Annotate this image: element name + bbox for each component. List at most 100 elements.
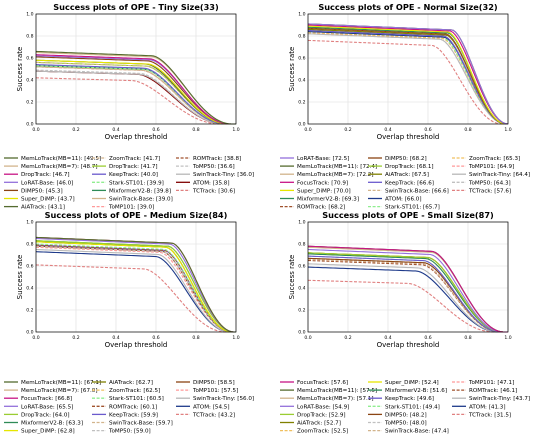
legend-label: ToMP50: [64.3] xyxy=(468,180,511,186)
plot-frame xyxy=(307,221,509,333)
legend-label: ZoomTrack: [52.5] xyxy=(297,429,348,435)
legend-label: ZoomTrack: [41.7] xyxy=(109,156,160,162)
y-axis-label: Success rate xyxy=(288,47,296,92)
y-tick-label: 0.8 xyxy=(26,242,33,248)
legend-label: MixformerV2-B: [51.6] xyxy=(385,388,447,394)
chart-title: Success plots of OPE - Medium Size(84) xyxy=(45,210,228,220)
series-line xyxy=(35,54,236,125)
chart-panel: Success plots of OPE - Normal Size(32) 0.… xyxy=(280,2,530,211)
legend-label: ROMTrack: [60.1] xyxy=(109,404,157,410)
legend-label: KeepTrack: [59.9] xyxy=(109,412,158,418)
y-tick-label: 0.0 xyxy=(298,330,305,336)
x-tick-label: 0.2 xyxy=(72,335,79,341)
y-tick-label: 0.2 xyxy=(26,308,33,314)
y-tick-label: 0.4 xyxy=(298,78,305,84)
y-axis-label: Success rate xyxy=(16,255,24,300)
series-line xyxy=(307,39,508,125)
legend-label: MixformerV2-B: [69.3] xyxy=(297,197,359,203)
legend-label: LoRAT-Base: [46.0] xyxy=(21,180,73,186)
legend-label: FocusTrack: [66.8] xyxy=(21,396,72,402)
legend-label: ROMTrack: [46.1] xyxy=(469,388,517,394)
legend-label: AiATrack: [62.7] xyxy=(109,380,153,386)
y-tick-label: 0.0 xyxy=(298,122,305,128)
legend-label: Super_DiMP: [62.8] xyxy=(21,429,75,435)
legend-label: AiATrack: [67.5] xyxy=(385,172,429,178)
legend-label: SwinTrack-Base: [39.0] xyxy=(109,197,173,203)
series-line xyxy=(307,255,508,333)
series-line xyxy=(307,23,509,125)
y-tick-label: 1.0 xyxy=(298,220,305,226)
legend-label: ATOM: [41.3] xyxy=(469,404,506,410)
legend-label: SwinTrack-Base: [66.6] xyxy=(385,188,449,194)
legend-label: Stark-ST101: [60.5] xyxy=(109,396,164,402)
y-tick-label: 1.0 xyxy=(26,220,33,226)
x-axis-label: Overlap threshold xyxy=(105,133,168,141)
legend-label: DropTrack: [46.7] xyxy=(21,172,70,178)
series-line xyxy=(307,29,509,125)
legend-label: FocusTrack: [57.6] xyxy=(297,380,348,386)
y-tick-label: 0.4 xyxy=(26,286,33,292)
y-tick-label: 0.0 xyxy=(26,330,33,336)
series-line xyxy=(307,24,509,125)
legend-label: ToMP50: [36.6] xyxy=(192,164,235,170)
legend-label: Stark-ST101: [65.7] xyxy=(385,205,440,211)
y-tick-label: 0.6 xyxy=(26,264,33,270)
series-line xyxy=(307,23,509,125)
legend-label: MemLoTrack(MB=11): [49.5] xyxy=(21,156,101,162)
y-tick-label: 0.6 xyxy=(298,56,305,62)
chart-title: Success plots of OPE - Tiny Size(33) xyxy=(53,2,219,12)
series-line xyxy=(35,56,236,125)
x-tick-label: 0.0 xyxy=(304,335,311,341)
legend-label: AiATrack: [43.1] xyxy=(21,205,65,211)
y-tick-label: 0.4 xyxy=(298,286,305,292)
legend-label: Super_DiMP: [43.7] xyxy=(21,197,75,203)
legend-label: SwinTrack-Tiny: [56.0] xyxy=(193,396,254,402)
legend-label: MixformerV2-B: [39.8] xyxy=(109,188,171,194)
series-line xyxy=(307,263,508,333)
y-tick-label: 0.8 xyxy=(298,34,305,40)
legend-label: KeepTrack: [49.6] xyxy=(385,396,434,402)
x-axis-label: Overlap threshold xyxy=(377,133,440,141)
x-tick-label: 0.8 xyxy=(192,127,199,133)
legend-label: MemLoTrack(MB=11): [72.4] xyxy=(297,164,377,170)
legend-label: SwinTrack-Base: [47.4] xyxy=(385,429,449,435)
legend-label: ToMP50: [59.0] xyxy=(108,429,151,435)
x-tick-label: 0.8 xyxy=(464,335,471,341)
x-tick-label: 0.2 xyxy=(344,127,351,133)
series-line xyxy=(35,243,236,333)
legend-label: MemLoTrack(MB=7): [67.0] xyxy=(21,388,98,394)
legend-label: DropTrack: [41.7] xyxy=(109,164,158,170)
series-line xyxy=(307,28,509,125)
series-line xyxy=(35,237,237,333)
legend-label: ATOM: [66.0] xyxy=(385,197,422,203)
legend-label: LoRAT-Base: [72.5] xyxy=(297,156,349,162)
series-line xyxy=(307,32,509,125)
series-line xyxy=(307,258,508,333)
chart-title: Success plots of OPE - Small Size(87) xyxy=(322,210,494,220)
series-line xyxy=(307,252,508,333)
x-tick-label: 0.0 xyxy=(304,127,311,133)
series-line xyxy=(307,27,509,125)
legend-label: SwinTrack-Tiny: [43.7] xyxy=(469,396,530,402)
plot-frame xyxy=(35,221,237,333)
legend-label: MixformerV2-B: [63.3] xyxy=(21,421,83,427)
y-tick-label: 1.0 xyxy=(298,12,305,18)
series-line xyxy=(307,248,508,333)
series-line xyxy=(35,236,237,333)
series-line xyxy=(307,253,508,333)
y-tick-label: 0.2 xyxy=(298,308,305,314)
x-tick-label: 1.0 xyxy=(232,127,239,133)
series-line xyxy=(307,266,508,333)
legend-label: TCTrack: [31.5] xyxy=(468,412,511,418)
series-line xyxy=(307,32,509,125)
x-tick-label: 0.8 xyxy=(464,127,471,133)
legend-label: DropTrack: [52.9] xyxy=(297,412,346,418)
legend-label: ATOM: [35.8] xyxy=(193,180,230,186)
chart-title: Success plots of OPE - Normal Size(32) xyxy=(318,2,498,12)
chart-panel: Success plots of OPE - Medium Size(84) 0.… xyxy=(4,210,254,435)
series-line xyxy=(35,59,236,125)
plot-frame xyxy=(35,13,237,125)
x-tick-label: 1.0 xyxy=(504,127,511,133)
x-axis-label: Overlap threshold xyxy=(377,341,440,349)
